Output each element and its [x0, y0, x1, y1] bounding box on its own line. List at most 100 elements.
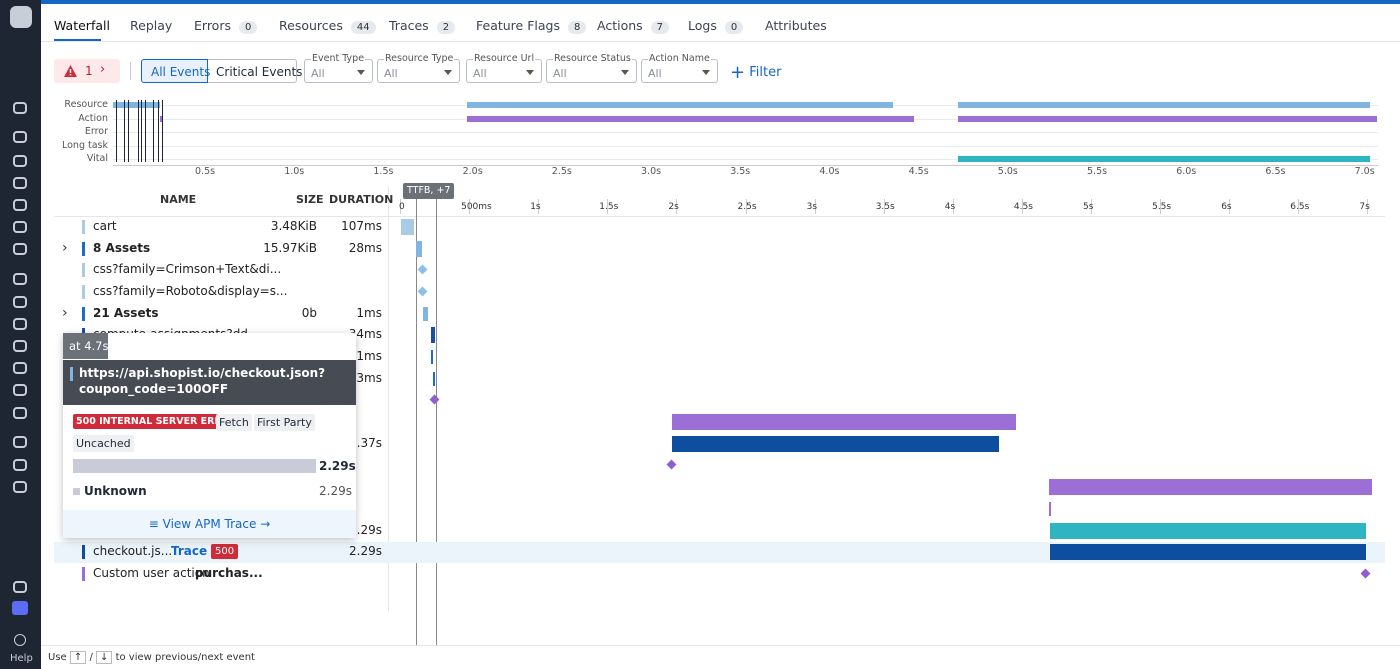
tab[interactable]: Replay — [130, 18, 172, 33]
tab-label: Logs — [688, 18, 717, 33]
filter-value: All — [311, 67, 325, 80]
overview-bar — [113, 102, 160, 108]
timeline-tick-label: 1s — [530, 202, 541, 212]
overview-tick-label: 5.5s — [1087, 166, 1108, 177]
tab[interactable]: Actions 7 — [597, 18, 670, 34]
overview-tick — [153, 100, 154, 162]
waterfall-bar — [1050, 544, 1366, 561]
row-size: 3.48KiB — [270, 219, 317, 233]
type-indicator — [82, 220, 85, 234]
timeline-tick — [538, 199, 540, 214]
type-indicator — [82, 285, 85, 300]
waterfall-bar — [1050, 522, 1366, 539]
tab-count: 0 — [724, 21, 744, 34]
header-divider — [54, 216, 1385, 217]
filter-select[interactable]: Event Type All — [304, 53, 373, 83]
type-indicator — [82, 263, 85, 278]
warn-icon — [64, 65, 77, 77]
overview-bar — [160, 116, 163, 122]
row-name: css?family=Roboto&display=s... — [93, 284, 288, 299]
col-size: SIZE — [296, 193, 324, 206]
help-label[interactable]: Help — [10, 653, 33, 664]
tab[interactable]: Feature Flags 8 — [476, 18, 587, 34]
error-count: 1 — [85, 64, 93, 78]
tag: First Party — [254, 414, 315, 431]
timeline-tick-label: 7s — [1359, 202, 1370, 212]
overview-tick-label: 2.5s — [551, 166, 572, 177]
help-icon — [14, 634, 26, 646]
row-size: 0b — [301, 305, 317, 320]
lane-line — [113, 159, 1378, 160]
waterfall-bar — [672, 435, 999, 452]
timeline-tick — [469, 199, 471, 214]
row-duration: 2.29s — [349, 522, 382, 537]
filter-select[interactable]: Action Name All — [641, 53, 718, 83]
lane-label: Long task — [61, 140, 108, 151]
nav-icon — [13, 221, 27, 233]
view-button[interactable]: All Events — [141, 59, 210, 83]
waterfall-bar — [431, 350, 433, 365]
waterfall-bar — [416, 240, 422, 257]
tag: Uncached — [73, 435, 134, 452]
key-up: ↑ — [69, 651, 87, 664]
lane-label: Error — [84, 126, 108, 137]
tab[interactable]: Resources 44 — [279, 18, 376, 34]
status-badge: 500 — [211, 544, 239, 560]
tab[interactable]: Attributes — [765, 18, 827, 33]
caret — [444, 70, 452, 79]
caret — [702, 70, 710, 79]
filter-value: All — [384, 67, 398, 80]
waterfall-bar — [423, 306, 428, 321]
tooltip-url-query: coupon_code=100OFF — [79, 382, 229, 396]
nav-icon — [13, 581, 27, 593]
timeline-tick-label: 3.5s — [875, 202, 895, 212]
overview-tick-label: 2.0s — [462, 166, 483, 177]
nav-icon — [13, 273, 27, 285]
timeline-tick-label: 5.5s — [1152, 202, 1172, 212]
tab[interactable]: Errors 0 — [194, 18, 258, 34]
expand-toggle: › — [62, 304, 68, 321]
type-indicator — [82, 306, 85, 321]
cursor-line — [416, 199, 417, 646]
timeline-tick-label: 0 — [399, 202, 405, 212]
timeline-tick-label: 2s — [668, 202, 679, 212]
nav-icon — [13, 340, 27, 352]
overview-tick-label: 6.0s — [1176, 166, 1197, 177]
overview-tick — [158, 100, 159, 162]
filter-select[interactable]: Resource Status All — [546, 53, 637, 83]
error-badge[interactable]: 1 › — [54, 59, 120, 83]
tab-label: Attributes — [765, 18, 827, 33]
tab[interactable]: Waterfall — [54, 18, 110, 33]
row-name: Custom user action — [93, 565, 210, 580]
nav-icon — [13, 296, 27, 308]
filter-select[interactable]: Resource Type All — [377, 53, 460, 83]
timeline-tick — [400, 199, 401, 214]
overview-tick-label: 3.5s — [730, 166, 751, 177]
trace-link[interactable]: Trace — [171, 544, 208, 559]
total-duration: 2.29s — [319, 459, 356, 473]
filter-select[interactable]: Resource Url All — [466, 53, 542, 83]
tab[interactable]: Traces 2 — [389, 18, 456, 34]
footer-hint: to view previous/next event — [115, 652, 255, 663]
tab[interactable]: Logs 0 — [688, 18, 744, 34]
view-button[interactable]: Critical Events — [208, 59, 302, 83]
filter-label: Resource Url — [473, 53, 536, 64]
overview-tick — [124, 100, 125, 162]
add-filter-label: Filter — [749, 65, 782, 80]
row-duration: 2.29s — [349, 544, 382, 559]
waterfall-bar — [672, 414, 1016, 431]
nav-icon — [13, 155, 27, 167]
overview-tick-label: 7.0s — [1354, 166, 1375, 177]
add-filter[interactable]: + Filter — [730, 62, 782, 83]
nav-icon — [12, 601, 28, 615]
apm-link[interactable]: ≡ View APM Trace → — [63, 510, 356, 538]
overview-tick-label: 3.0s — [641, 166, 662, 177]
caret — [357, 70, 365, 79]
apm-link-label: View APM Trace — [162, 517, 257, 531]
tab-label: Waterfall — [54, 18, 110, 33]
lane-label: Action — [78, 113, 108, 124]
nav-icon — [13, 199, 27, 211]
timeline-tick-label: 5s — [1083, 202, 1094, 212]
tab-divider — [41, 41, 1400, 42]
